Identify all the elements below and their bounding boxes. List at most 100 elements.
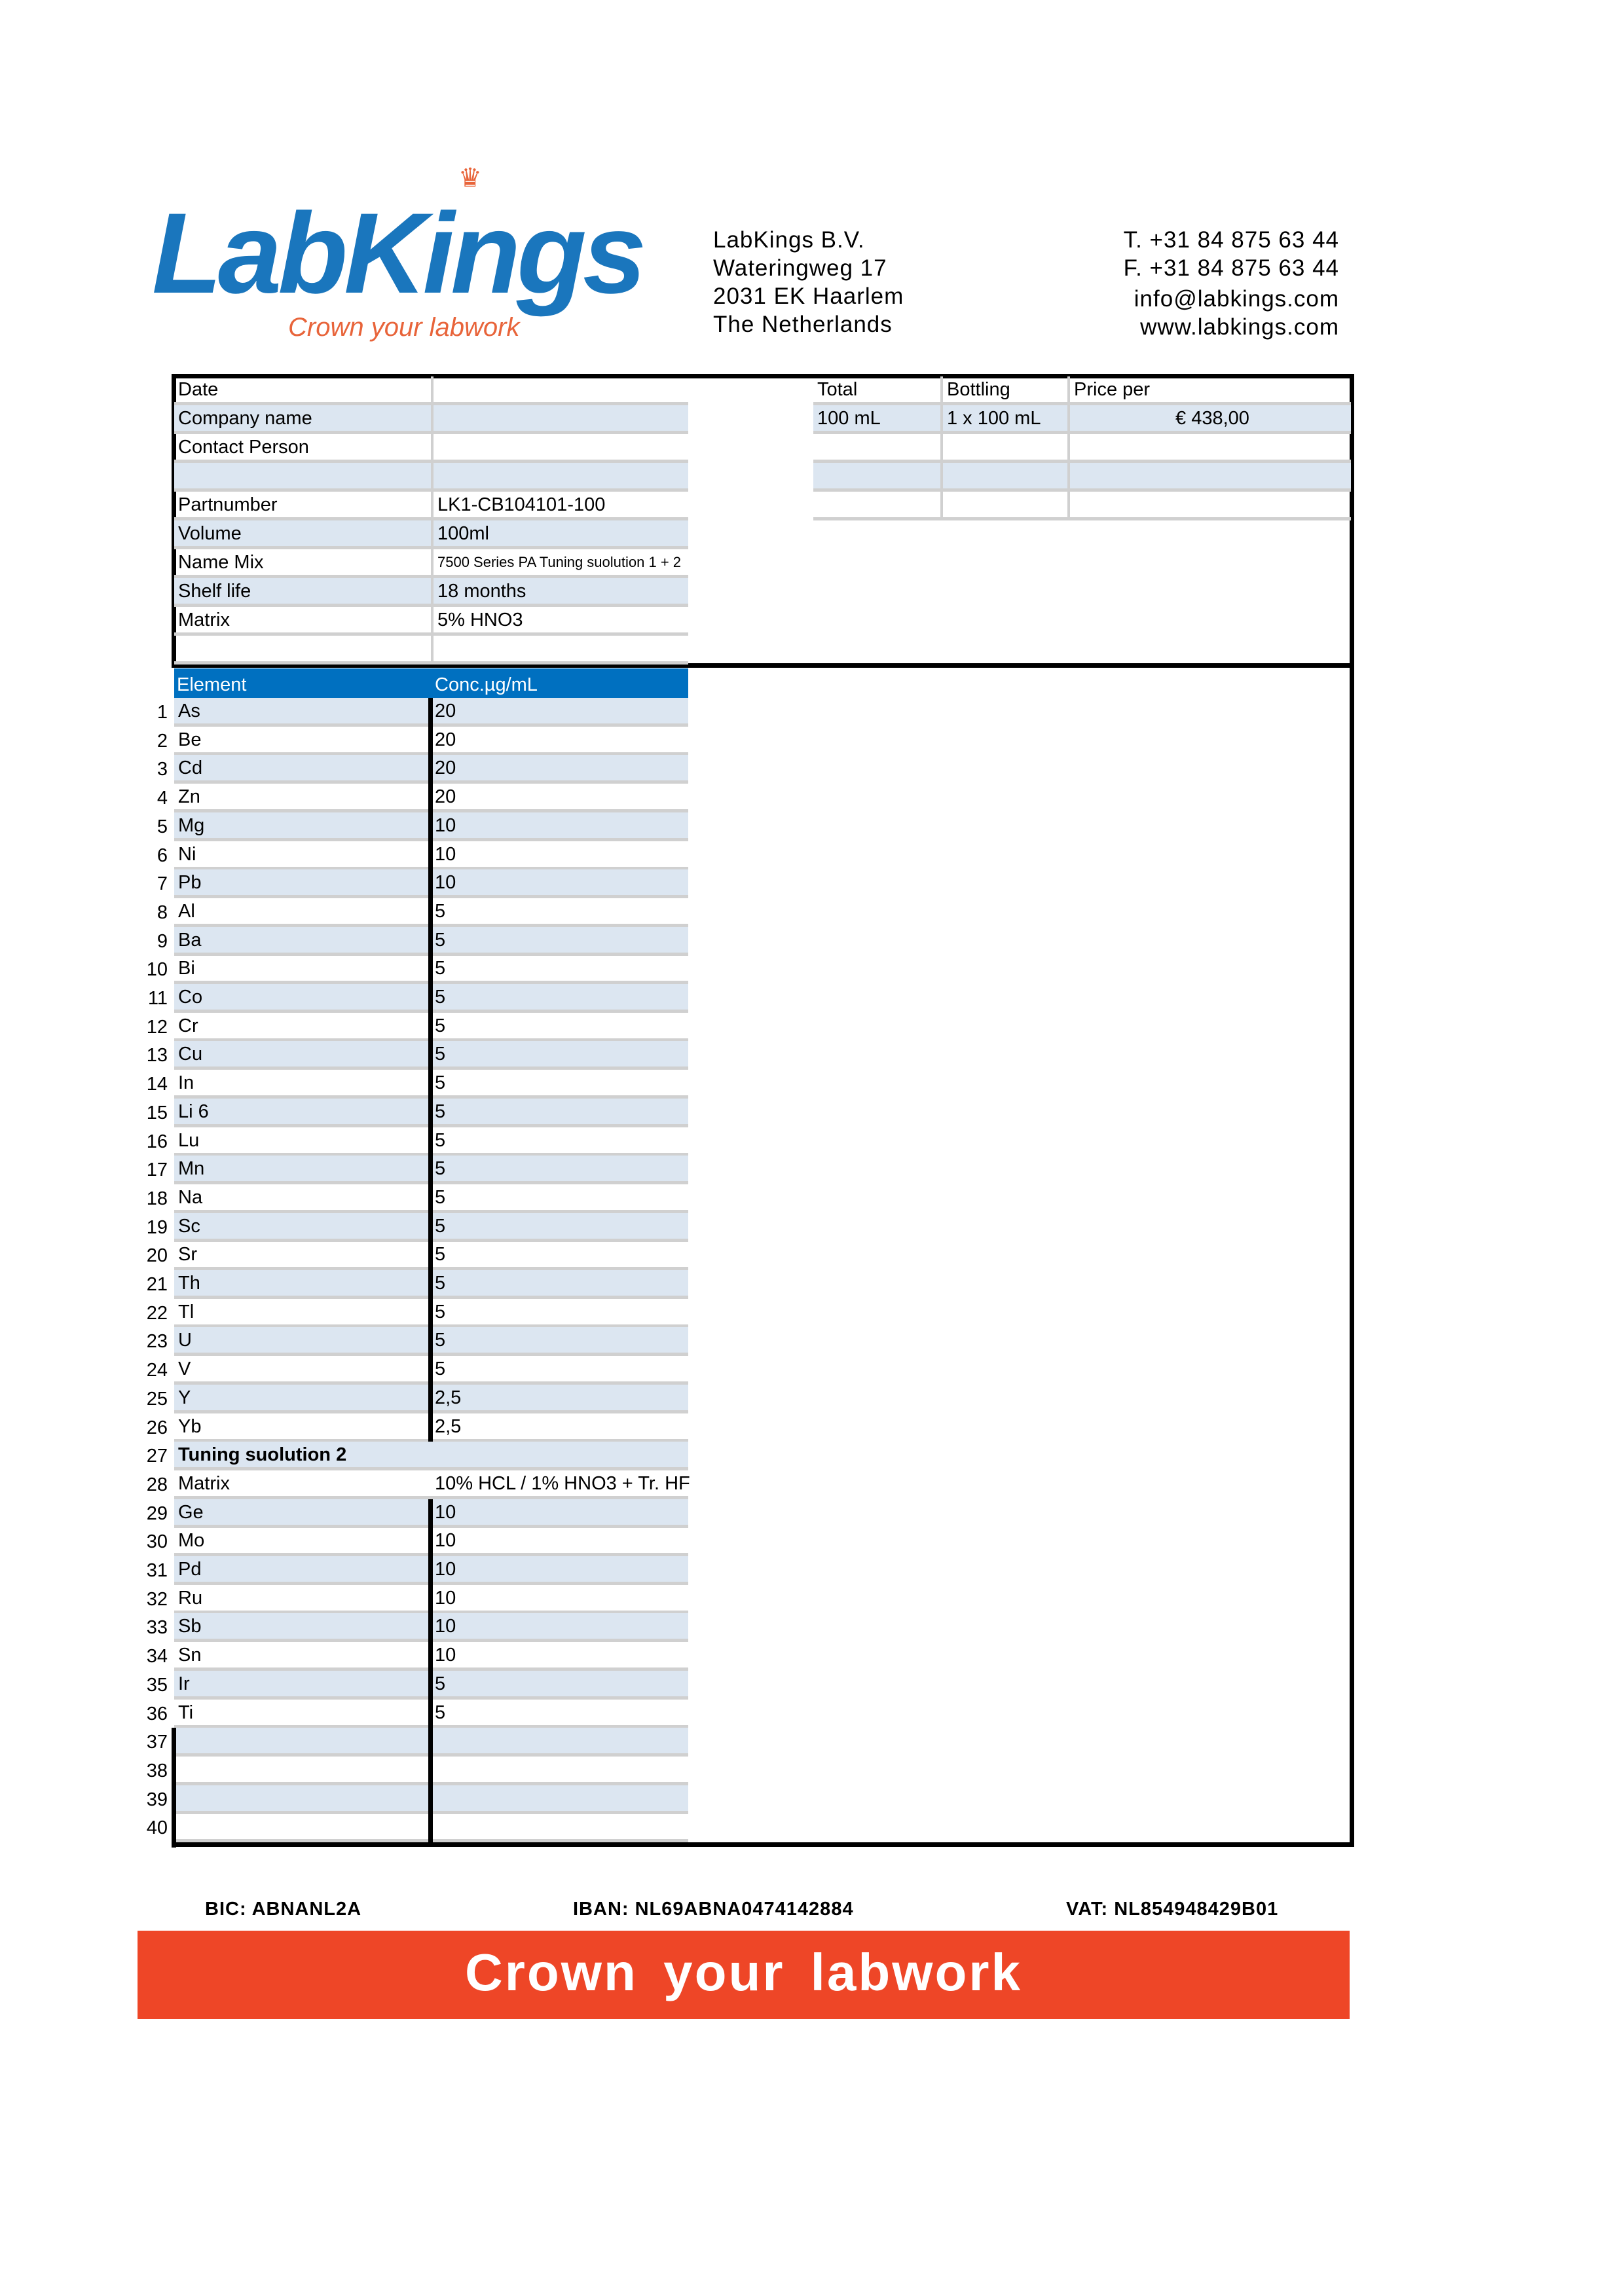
element-name[interactable]: Cd [174, 755, 431, 784]
pricing-header[interactable]: Bottling [940, 376, 1067, 405]
element-name[interactable]: As [174, 698, 431, 727]
element-name[interactable]: Th [174, 1270, 431, 1299]
element-concentration[interactable]: 2,5 [431, 1413, 688, 1442]
info-label[interactable]: Date [174, 376, 431, 405]
element-name[interactable]: Sr [174, 1241, 431, 1270]
element-concentration[interactable]: 5 [431, 1299, 688, 1328]
element-concentration[interactable]: 5 [431, 984, 688, 1013]
element-name[interactable]: Cu [174, 1041, 431, 1070]
element-name[interactable] [174, 1785, 431, 1814]
section-title[interactable]: Tuning suolution 2 [174, 1442, 688, 1470]
element-concentration[interactable]: 5 [431, 1671, 688, 1700]
element-concentration[interactable]: 10 [431, 1585, 688, 1614]
element-name[interactable]: Ge [174, 1499, 431, 1528]
element-concentration[interactable]: 5 [431, 1070, 688, 1099]
element-concentration[interactable]: 5 [431, 1041, 688, 1070]
element-concentration[interactable]: 5 [431, 1700, 688, 1728]
element-concentration[interactable]: 10% HCL / 1% HNO3 + Tr. HF [431, 1470, 690, 1499]
element-name[interactable]: Al [174, 898, 431, 927]
element-name[interactable]: Tl [174, 1299, 431, 1328]
pricing-cell[interactable] [1067, 463, 1351, 492]
element-concentration[interactable] [431, 1813, 688, 1842]
element-name[interactable]: Ru [174, 1585, 431, 1614]
element-name[interactable]: Sn [174, 1642, 431, 1671]
element-concentration[interactable]: 20 [431, 784, 688, 812]
element-name[interactable]: Zn [174, 784, 431, 812]
element-name[interactable]: Matrix [174, 1470, 431, 1499]
info-label[interactable] [174, 636, 431, 665]
info-label[interactable]: Partnumber [174, 492, 431, 520]
pricing-cell[interactable] [1067, 434, 1351, 463]
element-name[interactable]: Be [174, 727, 431, 756]
element-concentration[interactable]: 10 [431, 812, 688, 841]
pricing-cell[interactable]: € 438,00 [1067, 405, 1351, 434]
element-name[interactable]: Y [174, 1385, 431, 1413]
element-concentration[interactable]: 5 [431, 1356, 688, 1385]
pricing-cell[interactable] [940, 434, 1067, 463]
info-value[interactable]: 18 months [431, 578, 688, 607]
element-name[interactable]: Lu [174, 1127, 431, 1156]
element-concentration[interactable]: 5 [431, 1241, 688, 1270]
element-concentration[interactable]: 5 [431, 1184, 688, 1213]
website-link[interactable]: www.labkings.com [1140, 314, 1339, 340]
pricing-cell[interactable]: 1 x 100 mL [940, 405, 1067, 434]
element-concentration[interactable]: 10 [431, 1556, 688, 1585]
element-name[interactable]: Cr [174, 1013, 431, 1042]
info-value[interactable]: 5% HNO3 [431, 607, 688, 636]
element-name[interactable]: Bi [174, 955, 431, 984]
pricing-cell[interactable] [813, 434, 940, 463]
element-concentration[interactable]: 5 [431, 1213, 688, 1242]
element-name[interactable]: Li 6 [174, 1099, 431, 1127]
element-name[interactable]: Yb [174, 1413, 431, 1442]
pricing-header[interactable]: Total [813, 376, 940, 405]
element-name[interactable]: Ba [174, 927, 431, 956]
pricing-cell[interactable] [940, 492, 1067, 520]
element-concentration[interactable]: 5 [431, 1099, 688, 1127]
info-label[interactable] [174, 463, 431, 492]
pricing-cell[interactable] [813, 492, 940, 520]
element-name[interactable]: Sb [174, 1613, 431, 1642]
element-name[interactable]: Pd [174, 1556, 431, 1585]
element-concentration[interactable]: 10 [431, 869, 688, 898]
info-value[interactable]: LK1-CB104101-100 [431, 492, 688, 520]
info-label[interactable]: Contact Person [174, 434, 431, 463]
element-concentration[interactable]: 10 [431, 1527, 688, 1556]
element-name[interactable] [174, 1757, 431, 1785]
element-concentration[interactable]: 20 [431, 755, 688, 784]
element-name[interactable]: Ir [174, 1671, 431, 1700]
info-value[interactable] [431, 405, 688, 434]
element-concentration[interactable]: 5 [431, 1270, 688, 1299]
element-name[interactable]: Mg [174, 812, 431, 841]
pricing-cell[interactable] [940, 463, 1067, 492]
pricing-cell[interactable] [1067, 492, 1351, 520]
element-concentration[interactable] [431, 1757, 688, 1785]
email-link[interactable]: info@labkings.com [1134, 286, 1339, 312]
element-concentration[interactable]: 20 [431, 698, 688, 727]
info-value[interactable]: 100ml [431, 520, 688, 549]
element-name[interactable]: Pb [174, 869, 431, 898]
element-name[interactable]: Co [174, 984, 431, 1013]
element-name[interactable]: V [174, 1356, 431, 1385]
info-value[interactable] [431, 463, 688, 492]
element-name[interactable]: Mn [174, 1156, 431, 1184]
element-concentration[interactable]: 5 [431, 955, 688, 984]
element-concentration[interactable]: 10 [431, 841, 688, 870]
element-concentration[interactable]: 10 [431, 1499, 688, 1528]
info-label[interactable]: Shelf life [174, 578, 431, 607]
element-concentration[interactable]: 5 [431, 1327, 688, 1356]
element-concentration[interactable] [431, 1785, 688, 1814]
info-value[interactable]: 7500 Series PA Tuning suolution 1 + 2 [431, 549, 688, 578]
info-value[interactable] [431, 376, 688, 405]
element-concentration[interactable]: 2,5 [431, 1385, 688, 1413]
element-concentration[interactable]: 5 [431, 898, 688, 927]
element-name[interactable]: Na [174, 1184, 431, 1213]
element-name[interactable] [174, 1728, 431, 1757]
pricing-cell[interactable]: 100 mL [813, 405, 940, 434]
element-name[interactable]: Sc [174, 1213, 431, 1242]
info-label[interactable]: Company name [174, 405, 431, 434]
element-concentration[interactable]: 5 [431, 1156, 688, 1184]
info-label[interactable]: Matrix [174, 607, 431, 636]
element-concentration[interactable]: 5 [431, 1013, 688, 1042]
info-value[interactable] [431, 434, 688, 463]
element-name[interactable]: Mo [174, 1527, 431, 1556]
